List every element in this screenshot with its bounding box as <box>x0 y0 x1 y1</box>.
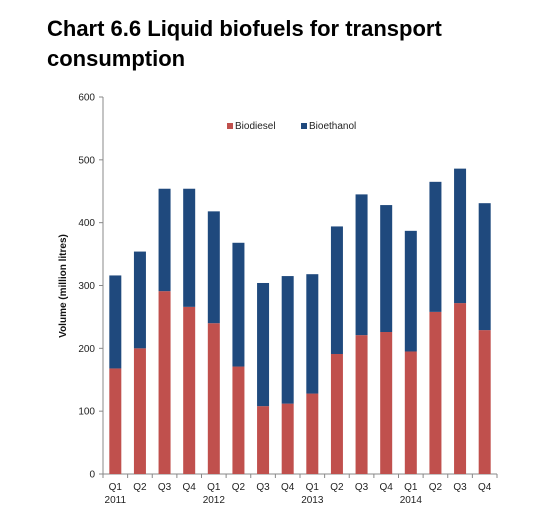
x-tick-label: Q2 <box>232 482 246 493</box>
x-tick-label: Q4 <box>380 482 394 493</box>
legend-swatch-biodiesel <box>227 123 233 129</box>
bar-bioethanol-10 <box>355 194 368 336</box>
x-tick-label: Q4 <box>183 482 197 493</box>
x-tick-label: Q1 <box>306 482 320 493</box>
y-tick-label: 500 <box>78 155 95 166</box>
bar-biodiesel-1 <box>133 348 146 474</box>
year-label: 2012 <box>203 495 226 506</box>
y-tick-label: 0 <box>89 470 95 481</box>
bar-bioethanol-3 <box>183 188 196 307</box>
bar-biodiesel-2 <box>158 291 171 474</box>
year-label: 2013 <box>301 495 324 506</box>
bar-biodiesel-15 <box>478 330 491 474</box>
bar-bioethanol-11 <box>380 205 393 332</box>
bar-bioethanol-12 <box>404 230 417 352</box>
legend-label-biodiesel: Biodiesel <box>235 121 276 132</box>
y-tick-label: 300 <box>78 281 95 292</box>
bars <box>109 168 491 474</box>
bar-bioethanol-8 <box>306 274 319 394</box>
x-tick-label: Q2 <box>330 482 344 493</box>
x-tick-label: Q2 <box>133 482 147 493</box>
bar-biodiesel-13 <box>429 311 442 474</box>
chart-title: Chart 6.6 Liquid biofuels for transport … <box>47 16 442 71</box>
bar-bioethanol-1 <box>133 251 146 349</box>
x-tick-label: Q4 <box>281 482 295 493</box>
bar-bioethanol-4 <box>207 211 220 324</box>
y-tick-label: 100 <box>78 407 95 418</box>
year-label: 2014 <box>400 495 423 506</box>
bar-biodiesel-4 <box>207 323 220 474</box>
bar-bioethanol-14 <box>454 168 467 304</box>
y-tick-label: 600 <box>78 93 95 104</box>
bar-biodiesel-14 <box>454 303 467 474</box>
x-tick-label: Q3 <box>355 482 369 493</box>
bar-bioethanol-6 <box>257 282 270 407</box>
bar-bioethanol-0 <box>109 275 122 369</box>
x-tick-label: Q3 <box>453 482 467 493</box>
bar-biodiesel-8 <box>306 393 319 474</box>
legend: Biodiesel Bioethanol <box>227 121 356 132</box>
bar-biodiesel-10 <box>355 335 368 474</box>
bar-bioethanol-7 <box>281 276 294 404</box>
x-tick-label: Q1 <box>404 482 418 493</box>
x-tick-label: Q2 <box>429 482 443 493</box>
axes: 0 100 200 300 400 500 600 Q1 Q2 Q3 Q4 Q1 Q2 Q3 Q4 Q1 Q2 Q… <box>78 93 498 506</box>
year-label: 2011 <box>105 495 127 506</box>
y-axis-label: Volume (million litres) <box>58 234 69 338</box>
y-tick-label: 400 <box>78 218 95 229</box>
x-tick-label: Q4 <box>478 482 492 493</box>
bar-biodiesel-12 <box>404 351 417 474</box>
x-tick-label: Q1 <box>207 482 221 493</box>
legend-label-bioethanol: Bioethanol <box>309 121 356 132</box>
bar-biodiesel-9 <box>330 353 343 474</box>
bar-bioethanol-9 <box>330 226 343 354</box>
x-tick-label: Q3 <box>256 482 270 493</box>
bar-biodiesel-0 <box>109 368 122 474</box>
bar-biodiesel-3 <box>183 306 196 474</box>
bar-biodiesel-7 <box>281 403 294 474</box>
bar-biodiesel-5 <box>232 366 245 474</box>
legend-swatch-bioethanol <box>301 123 307 129</box>
bar-bioethanol-5 <box>232 242 245 367</box>
x-tick-label: Q1 <box>109 482 123 493</box>
bar-bioethanol-15 <box>478 203 491 331</box>
x-tick-label: Q3 <box>158 482 172 493</box>
bar-bioethanol-2 <box>158 188 171 292</box>
bar-bioethanol-13 <box>429 181 442 312</box>
bar-biodiesel-6 <box>257 406 270 474</box>
bar-biodiesel-11 <box>380 331 393 474</box>
y-tick-label: 200 <box>78 344 95 355</box>
